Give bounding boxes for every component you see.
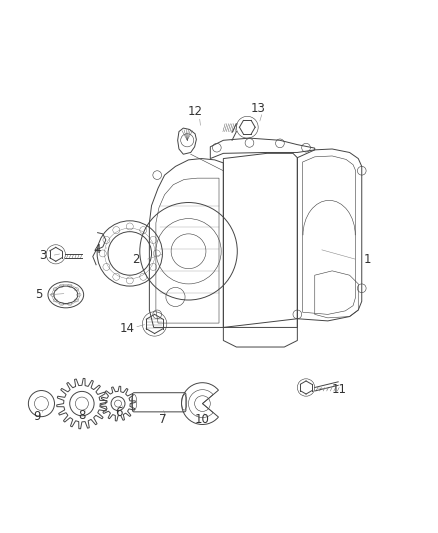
Text: 1: 1 [363, 254, 371, 266]
Text: 5: 5 [35, 288, 42, 301]
Text: 11: 11 [331, 383, 346, 395]
Text: 3: 3 [39, 249, 46, 262]
Text: 8: 8 [78, 409, 85, 422]
Text: 13: 13 [251, 102, 265, 116]
Text: 6: 6 [115, 406, 123, 419]
Text: 2: 2 [133, 254, 140, 266]
Text: 4: 4 [93, 243, 101, 256]
Text: 9: 9 [33, 410, 41, 423]
Text: 7: 7 [159, 413, 166, 426]
Text: 10: 10 [195, 413, 210, 426]
Text: 12: 12 [187, 106, 202, 118]
Text: 14: 14 [120, 322, 135, 335]
